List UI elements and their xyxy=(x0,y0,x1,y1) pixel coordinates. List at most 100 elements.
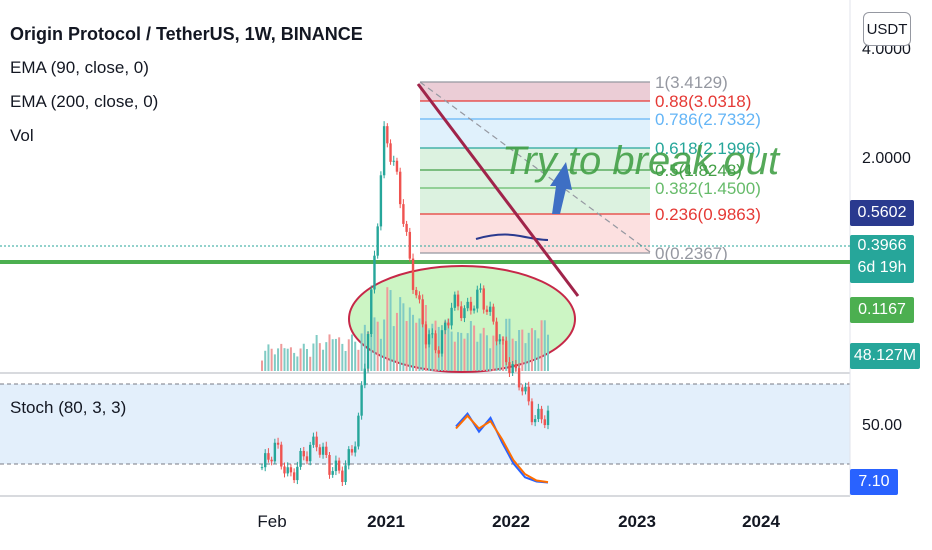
volume-bar xyxy=(395,312,398,371)
fib-zone xyxy=(420,82,650,101)
volume-bar xyxy=(508,318,511,371)
volume-bar xyxy=(402,303,405,371)
time-tick-feb: Feb xyxy=(257,512,287,531)
descending-trendline[interactable] xyxy=(416,83,580,297)
volume-bar xyxy=(473,325,476,371)
candle-countdown: 6d 19h xyxy=(857,259,907,276)
volume-bar xyxy=(476,341,479,371)
volume-bar xyxy=(495,328,498,371)
volume-bar xyxy=(547,334,549,371)
volume-bar xyxy=(325,342,328,371)
candle-body xyxy=(357,415,360,447)
volume-bar xyxy=(344,350,347,371)
candle-body xyxy=(469,301,473,311)
indicator-stoch[interactable]: Stoch (80, 3, 3) xyxy=(10,398,127,417)
volume-bar xyxy=(418,318,421,371)
candle-body xyxy=(543,419,546,426)
candle-body xyxy=(366,333,370,369)
fib-level-label: 0.786(2.7332) xyxy=(655,110,761,129)
volume-bar xyxy=(357,349,360,371)
indicator-ema-90[interactable]: EMA (90, close, 0) xyxy=(10,58,149,77)
candle-body xyxy=(492,306,495,322)
candle-body xyxy=(337,460,341,471)
candle-body xyxy=(450,307,453,326)
fib-level-label: 0.382(1.4500) xyxy=(655,179,761,198)
volume-bar xyxy=(415,322,418,371)
last-price-tag: 0.3966 6d 19h xyxy=(850,235,914,283)
candle-body xyxy=(411,258,415,290)
time-tick-2021: 2021 xyxy=(367,512,405,531)
candle-body xyxy=(453,294,457,308)
volume-bar xyxy=(370,332,373,371)
candle-body xyxy=(546,410,550,426)
volume-bar xyxy=(514,341,517,371)
candle-body xyxy=(405,223,408,232)
candle-body xyxy=(479,288,482,290)
candle-body xyxy=(434,333,437,351)
volume-bar xyxy=(261,360,263,371)
fib-zone xyxy=(420,188,650,214)
candle-body xyxy=(318,447,322,455)
volume-bar xyxy=(389,290,392,371)
candle-body xyxy=(424,324,428,345)
stoch-tick-50: 50.00 xyxy=(862,417,902,434)
currency-button[interactable]: USDT xyxy=(863,12,911,46)
candle-body xyxy=(443,322,447,331)
volume-bar xyxy=(328,334,331,371)
volume-bar xyxy=(383,319,386,371)
candle-body xyxy=(527,386,530,402)
volume-bar xyxy=(457,332,460,371)
fib-zone xyxy=(420,119,650,148)
candle-body xyxy=(270,459,273,462)
candle-body xyxy=(447,322,450,326)
breakout-arrow[interactable] xyxy=(550,162,572,214)
candle-body xyxy=(437,350,440,354)
volume-bar xyxy=(447,318,450,371)
candle-body xyxy=(289,467,293,473)
volume-bar xyxy=(293,352,296,371)
volume-bar xyxy=(543,320,546,371)
volume-bar xyxy=(280,343,283,371)
volume-bar xyxy=(331,339,334,371)
indicator-volume[interactable]: Vol xyxy=(10,126,34,145)
candle-body xyxy=(350,449,354,453)
volume-bar xyxy=(511,338,514,371)
volume-bar xyxy=(354,341,357,371)
volume-bar xyxy=(469,320,472,371)
volume-bar xyxy=(428,328,431,371)
volume-bar xyxy=(412,314,415,371)
candle-body xyxy=(267,453,270,460)
indicator-ema-200[interactable]: EMA (200, close, 0) xyxy=(10,92,159,111)
candle-body xyxy=(382,126,386,176)
volume-bar xyxy=(350,334,353,371)
candle-body xyxy=(431,333,434,335)
fib-zone xyxy=(420,101,650,119)
candle-body xyxy=(488,306,492,312)
volume-bar xyxy=(498,334,501,371)
volume-bar xyxy=(421,298,424,371)
stoch-value-tag: 7.10 xyxy=(850,469,898,495)
candle-body xyxy=(315,436,318,448)
volume-bar xyxy=(489,348,492,371)
candle-body xyxy=(389,143,392,162)
fib-trend-line[interactable] xyxy=(419,81,651,253)
volume-bar xyxy=(334,338,337,371)
volume-bar xyxy=(347,339,350,371)
volume-bar xyxy=(373,317,376,371)
volume-bar xyxy=(537,338,540,371)
candle-body xyxy=(456,294,460,307)
volume-bar xyxy=(450,331,453,371)
candle-body xyxy=(466,301,469,309)
volume-bar xyxy=(405,320,408,371)
candle-body xyxy=(498,339,501,342)
candle-body xyxy=(296,466,299,481)
candle-body xyxy=(373,255,376,290)
fib-retracement[interactable]: 1(3.4129)0.88(3.0318)0.786(2.7332) 0.618(… xyxy=(420,73,761,263)
volume-bar xyxy=(302,343,305,371)
fib-level-label: 1(3.4129) xyxy=(655,73,728,92)
volume-bar xyxy=(363,324,366,371)
annotation-text[interactable]: Try to break out xyxy=(502,139,781,183)
candle-body xyxy=(421,299,424,325)
volume-bar xyxy=(273,354,276,371)
